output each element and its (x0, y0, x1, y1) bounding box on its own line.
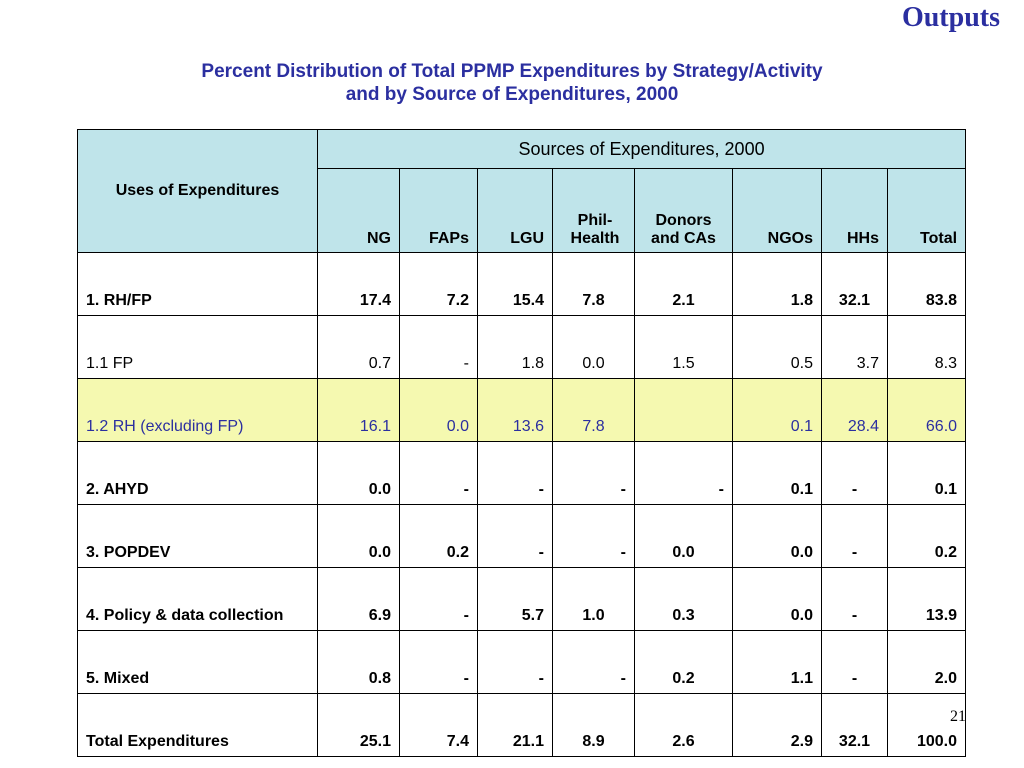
cell-ngos: 1.8 (732, 252, 822, 316)
cell-philhealth: 7.8 (552, 252, 635, 316)
section-heading: Outputs (901, 2, 1000, 33)
cell-philhealth: 0.0 (552, 315, 635, 379)
cell-total: 100.0 (886, 693, 967, 757)
row-label: 1.1 FP (77, 315, 318, 379)
cell-faps: 7.2 (399, 252, 478, 316)
cell-donors: - (634, 441, 733, 505)
row-label: 2. AHYD (77, 441, 318, 505)
cell-total: 83.8 (886, 252, 967, 316)
cell-hhs: 32.1 (821, 693, 888, 757)
cell-faps: - (399, 630, 478, 694)
cell-faps: 0.0 (399, 378, 478, 442)
cell-lgu: 1.8 (477, 315, 553, 379)
column-header-ngos: NGOs (732, 168, 822, 253)
cell-ng: 6.9 (317, 567, 400, 631)
row-label: 3. POPDEV (77, 504, 318, 568)
cell-hhs: - (821, 441, 888, 505)
cell-ng: 17.4 (317, 252, 400, 316)
row-label: 1.2 RH (excluding FP) (77, 378, 318, 442)
cell-philhealth: 1.0 (552, 567, 635, 631)
cell-donors: 0.3 (634, 567, 733, 631)
table-row: 5. Mixed 0.8 - - - 0.2 1.1 - 2.0 (77, 630, 967, 694)
cell-hhs: 28.4 (821, 378, 888, 442)
cell-lgu: - (477, 441, 553, 505)
table-row: 4. Policy & data collection 6.9 - 5.7 1.… (77, 567, 967, 631)
cell-hhs: - (821, 504, 888, 568)
cell-ng: 0.0 (317, 441, 400, 505)
cell-lgu: 13.6 (477, 378, 553, 442)
column-header-ng: NG (317, 168, 400, 253)
table-row-highlighted: 1.2 RH (excluding FP) 16.1 0.0 13.6 7.8 … (77, 378, 967, 442)
cell-faps: - (399, 441, 478, 505)
column-header-hhs: HHs (821, 168, 888, 253)
cell-ngos: 0.0 (732, 567, 822, 631)
table-row: 1. RH/FP 17.4 7.2 15.4 7.8 2.1 1.8 32.1 … (77, 252, 967, 316)
cell-philhealth: 7.8 (552, 378, 635, 442)
cell-lgu: 21.1 (477, 693, 553, 757)
table-row: 2. AHYD 0.0 - - - - 0.1 - 0.1 (77, 441, 967, 505)
cell-lgu: - (477, 630, 553, 694)
slide-title: Percent Distribution of Total PPMP Expen… (0, 60, 1024, 106)
cell-lgu: 5.7 (477, 567, 553, 631)
title-line-2: and by Source of Expenditures, 2000 (345, 84, 679, 105)
cell-ngos: 0.1 (732, 378, 822, 442)
group-header-sources: Sources of Expenditures, 2000 (316, 129, 967, 169)
cell-total: 66.0 (886, 378, 967, 442)
cell-philhealth: - (552, 630, 635, 694)
cell-total: 8.3 (886, 315, 967, 379)
column-header-faps: FAPs (399, 168, 478, 253)
cell-total: 0.2 (886, 504, 967, 568)
cell-total: 13.9 (886, 567, 967, 631)
cell-hhs: 32.1 (821, 252, 888, 316)
cell-donors: 1.5 (634, 315, 733, 379)
cell-donors: 2.6 (634, 693, 733, 757)
cell-donors (634, 378, 733, 442)
column-header-total: Total (886, 168, 967, 253)
cell-ngos: 0.5 (732, 315, 822, 379)
table-row-total: Total Expenditures 25.1 7.4 21.1 8.9 2.6… (77, 693, 967, 757)
column-header-philhealth-text: Phil-Health (570, 212, 620, 247)
row-header-uses: Uses of Expenditures (77, 129, 318, 253)
cell-philhealth: - (552, 504, 635, 568)
table-row: 1.1 FP 0.7 - 1.8 0.0 1.5 0.5 3.7 8.3 (77, 315, 967, 379)
cell-ng: 0.8 (317, 630, 400, 694)
cell-hhs: 3.7 (821, 315, 888, 379)
row-label: 5. Mixed (77, 630, 318, 694)
cell-faps: - (399, 567, 478, 631)
cell-donors: 2.1 (634, 252, 733, 316)
cell-philhealth: - (552, 441, 635, 505)
column-header-donors: Donors and CAs (634, 168, 733, 253)
cell-ng: 0.0 (317, 504, 400, 568)
row-label: 4. Policy & data collection (77, 567, 318, 631)
row-label: 1. RH/FP (77, 252, 318, 316)
title-line-1: Percent Distribution of Total PPMP Expen… (201, 61, 823, 82)
cell-faps: 0.2 (399, 504, 478, 568)
cell-ngos: 2.9 (732, 693, 822, 757)
table-row: 3. POPDEV 0.0 0.2 - - 0.0 0.0 - 0.2 (77, 504, 967, 568)
cell-hhs: - (821, 567, 888, 631)
cell-ngos: 1.1 (732, 630, 822, 694)
cell-ng: 16.1 (317, 378, 400, 442)
cell-faps: 7.4 (399, 693, 478, 757)
cell-faps: - (399, 315, 478, 379)
column-header-donors-text: Donors and CAs (651, 212, 716, 247)
cell-ng: 0.7 (317, 315, 400, 379)
cell-ngos: 0.0 (732, 504, 822, 568)
column-header-lgu: LGU (477, 168, 553, 253)
cell-ng: 25.1 (317, 693, 400, 757)
row-label: Total Expenditures (77, 693, 318, 757)
cell-hhs: - (821, 630, 888, 694)
cell-donors: 0.0 (634, 504, 733, 568)
expenditure-table: Uses of Expenditures Sources of Expendit… (77, 129, 967, 757)
cell-lgu: - (477, 504, 553, 568)
cell-total: 0.1 (886, 441, 967, 505)
page-number: 21 (950, 708, 966, 725)
column-header-philhealth: Phil-Health (552, 168, 635, 253)
cell-ngos: 0.1 (732, 441, 822, 505)
cell-donors: 0.2 (634, 630, 733, 694)
cell-total: 2.0 (886, 630, 967, 694)
cell-philhealth: 8.9 (552, 693, 635, 757)
cell-lgu: 15.4 (477, 252, 553, 316)
